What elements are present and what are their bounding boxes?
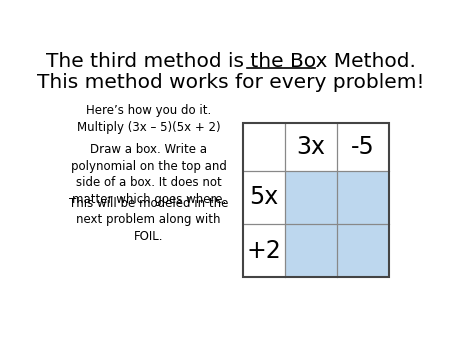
- Bar: [243, 123, 389, 277]
- Bar: [243, 123, 284, 171]
- Text: Draw a box. Write a
polynomial on the top and
side of a box. It does not
matter : Draw a box. Write a polynomial on the to…: [71, 143, 227, 206]
- Bar: [337, 171, 389, 224]
- Bar: [337, 123, 389, 171]
- Bar: [284, 171, 337, 224]
- Text: Here’s how you do it.
Multiply (3x – 5)(5x + 2): Here’s how you do it. Multiply (3x – 5)(…: [77, 104, 220, 134]
- Bar: [337, 224, 389, 277]
- Bar: [243, 171, 284, 224]
- Bar: [284, 224, 337, 277]
- Text: 5x: 5x: [249, 185, 279, 209]
- Text: The third method is the Box Method.: The third method is the Box Method.: [46, 52, 415, 71]
- Text: 3x: 3x: [296, 135, 325, 159]
- Bar: [284, 123, 337, 171]
- Bar: [243, 224, 284, 277]
- Text: This will be modeled in the
next problem along with
FOIL.: This will be modeled in the next problem…: [69, 197, 228, 243]
- Text: +2: +2: [246, 239, 281, 263]
- Text: This method works for every problem!: This method works for every problem!: [37, 73, 424, 92]
- Text: -5: -5: [351, 135, 375, 159]
